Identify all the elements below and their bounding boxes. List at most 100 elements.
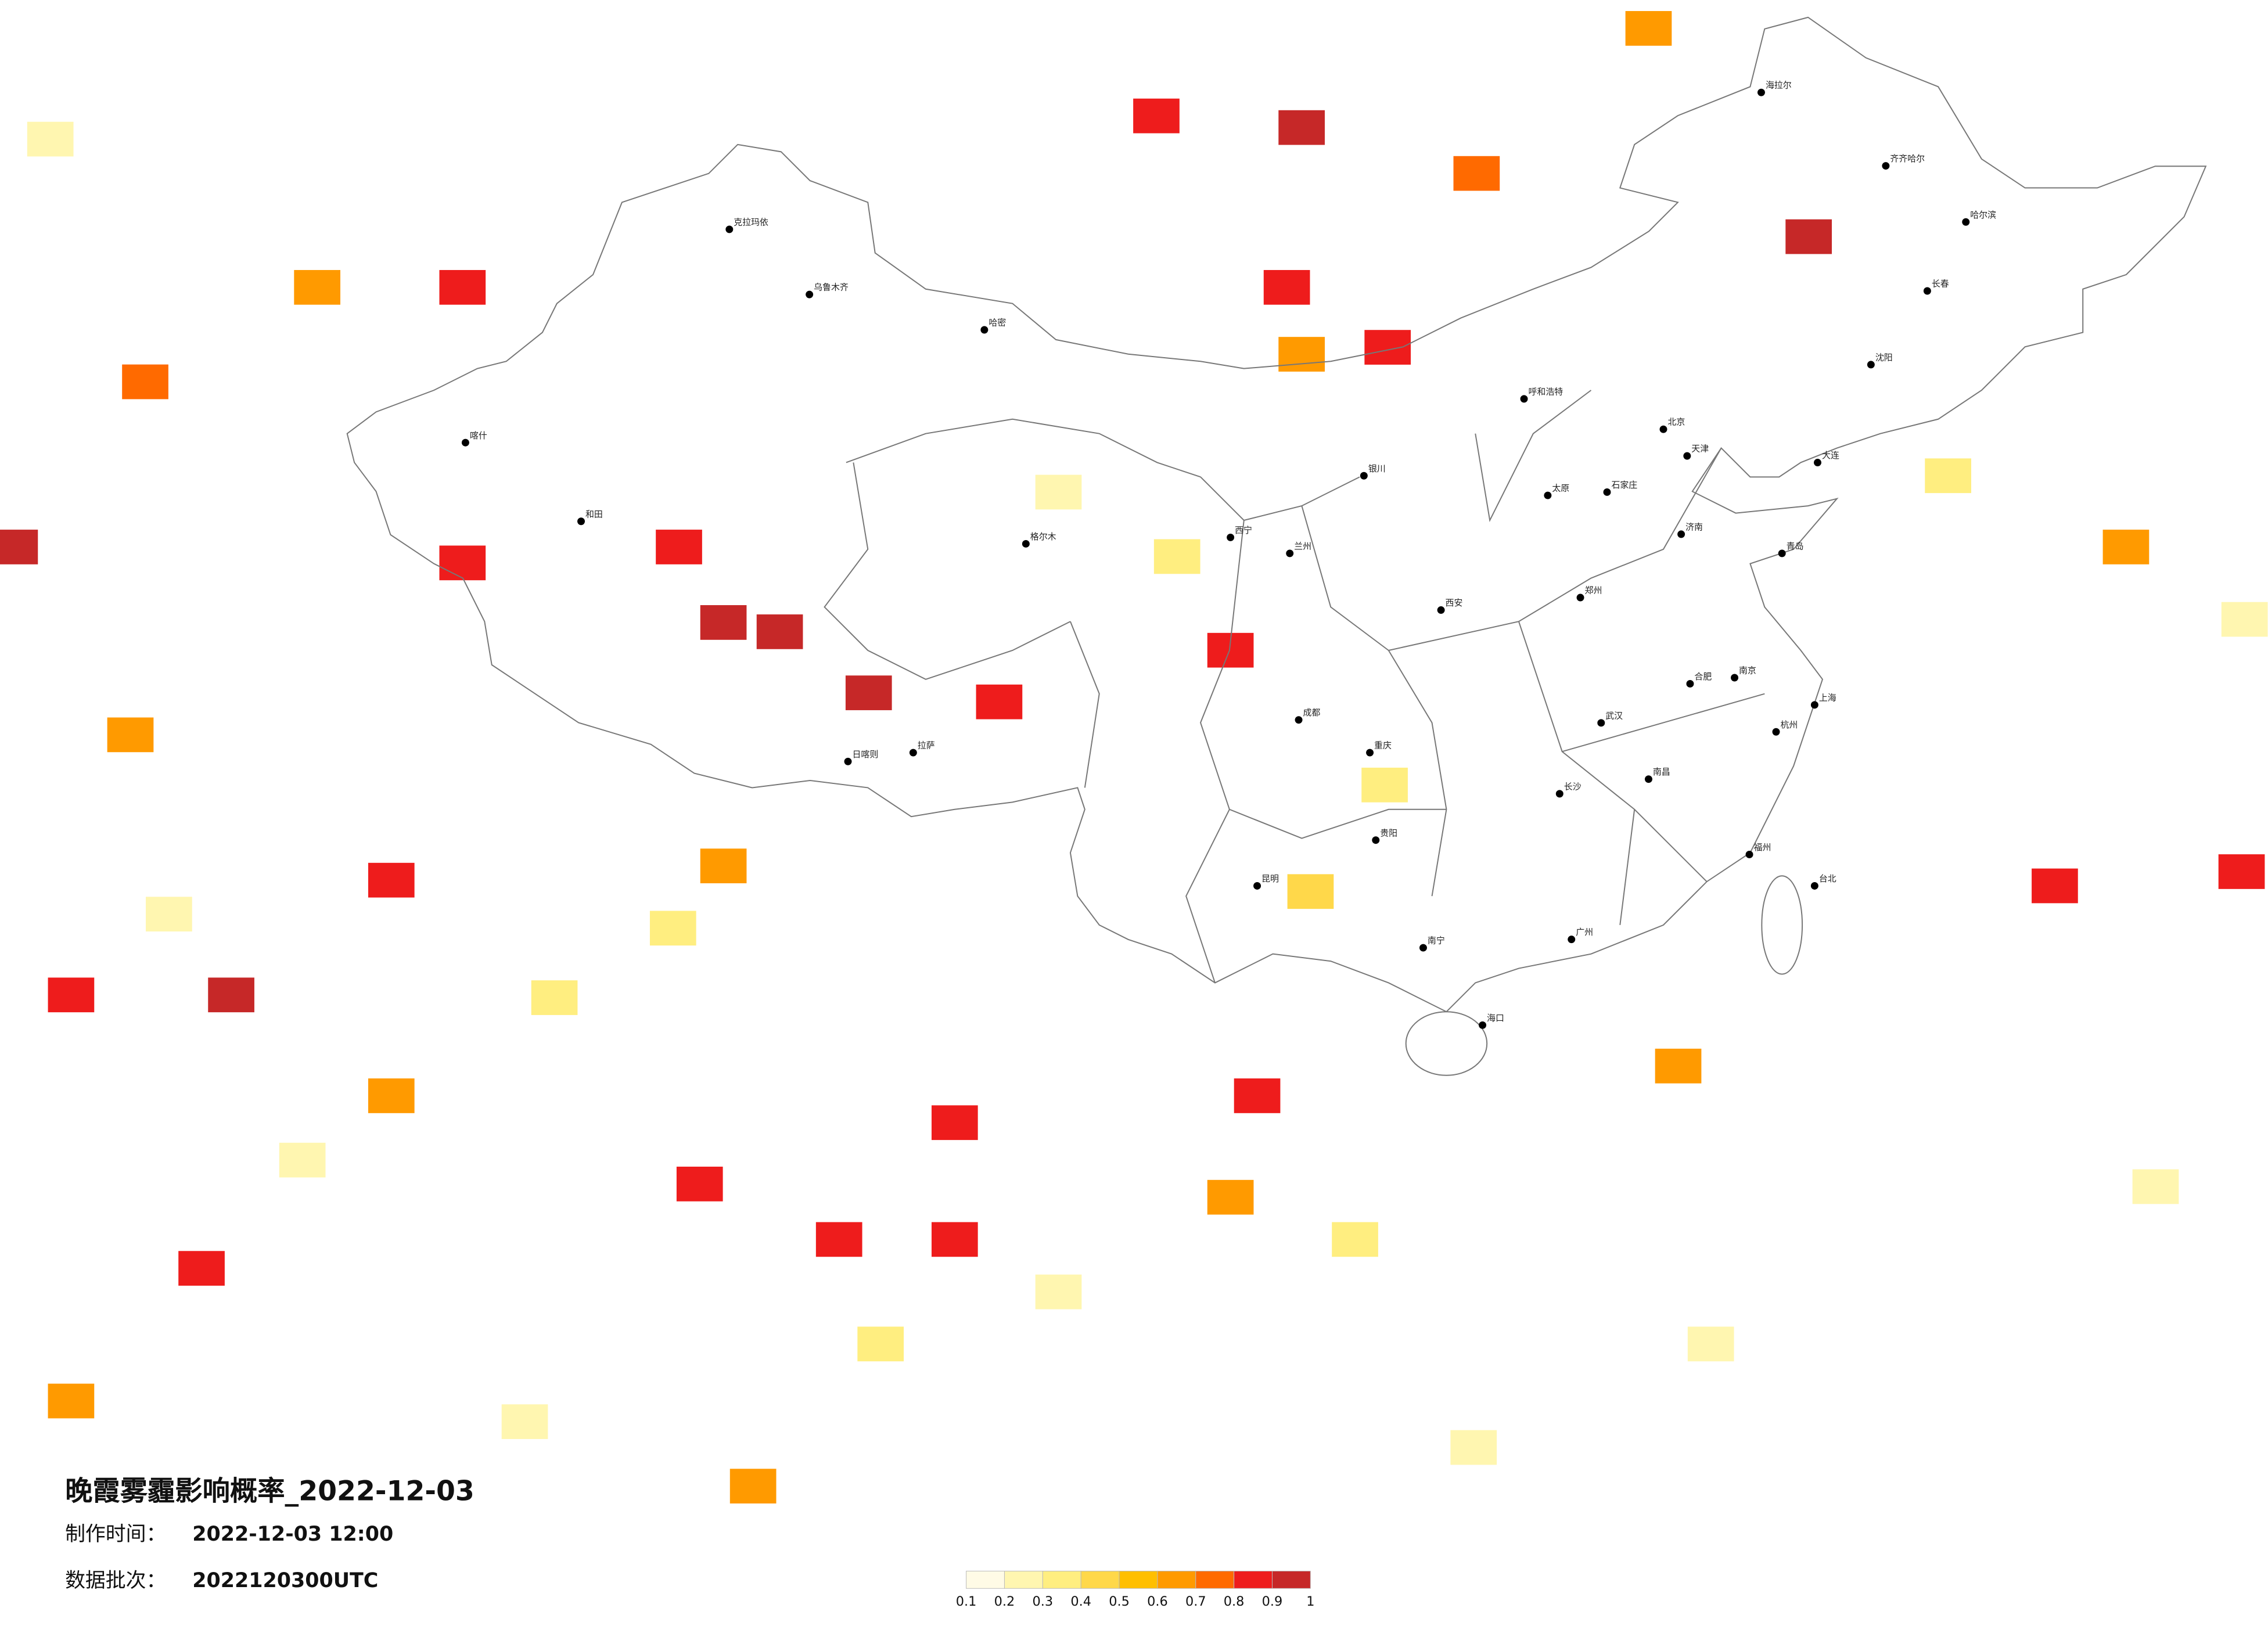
probability-cell <box>122 364 168 400</box>
city-dot <box>1603 488 1611 496</box>
city-label: 南京 <box>1739 665 1756 676</box>
probability-cell <box>656 530 702 564</box>
probability-cell <box>1925 458 1971 494</box>
probability-cell <box>815 1222 862 1257</box>
colorbar-tick-label: 0.5 <box>1109 1594 1130 1609</box>
city-dot <box>1253 882 1261 890</box>
hainan-outline <box>1405 1011 1488 1076</box>
made-label: 制作时间： <box>65 1523 166 1546</box>
colorbar-tick-label: 0.6 <box>1147 1594 1168 1609</box>
city-dot <box>1772 728 1780 736</box>
probability-cell <box>208 977 254 1013</box>
borders <box>346 16 2207 1076</box>
probability-cell <box>48 977 95 1013</box>
city-label: 福州 <box>1754 842 1771 852</box>
probability-cell <box>756 614 803 649</box>
city-label: 日喀则 <box>852 749 878 760</box>
city-dot <box>1372 836 1380 844</box>
city-dot <box>577 517 585 526</box>
probability-cell <box>1207 1179 1254 1215</box>
city-label: 海拉尔 <box>1766 80 1792 91</box>
city-dot <box>1778 549 1786 557</box>
taiwan-outline <box>1761 875 1803 975</box>
city-label: 齐齐哈尔 <box>1890 153 1925 164</box>
probability-cell <box>1278 110 1325 145</box>
probability-cell <box>1625 11 1672 46</box>
city-label: 长春 <box>1932 279 1949 289</box>
city-label: 长沙 <box>1564 781 1582 792</box>
probability-cell <box>1263 269 1310 305</box>
colorbar-tick-label: 1 <box>1306 1594 1314 1609</box>
heat-layer <box>0 11 2268 1504</box>
probability-cell <box>649 911 696 946</box>
probability-cell <box>178 1251 225 1286</box>
city-label: 贵阳 <box>1380 828 1397 838</box>
city-dot <box>1479 1021 1487 1029</box>
city-dot <box>1923 287 1931 295</box>
city-dot <box>1295 716 1303 724</box>
probability-cell <box>2032 868 2078 904</box>
city-dot <box>806 290 814 298</box>
city-dot <box>1882 162 1890 170</box>
probability-cell <box>368 1078 415 1113</box>
city-dot <box>1597 719 1605 727</box>
colorbar-swatch <box>1271 1570 1311 1589</box>
city-label: 杭州 <box>1780 720 1798 730</box>
colorbar-tick-label: 0.2 <box>994 1594 1015 1609</box>
cities: 北京上海广州乌鲁木齐拉萨哈尔滨长春沈阳呼和浩特银川兰州西宁成都重庆昆明贵阳南宁海… <box>461 80 1996 1029</box>
probability-cell <box>931 1222 978 1257</box>
city-label: 太原 <box>1552 483 1569 494</box>
city-dot <box>1644 775 1652 783</box>
city-label: 格尔木 <box>1030 531 1056 542</box>
city-dot <box>1520 395 1528 403</box>
probability-cell <box>2132 1169 2179 1204</box>
city-label: 海口 <box>1487 1013 1504 1023</box>
city-label: 大连 <box>1822 450 1839 461</box>
colorbar-swatch <box>1119 1570 1158 1589</box>
city-dot <box>1962 218 1970 226</box>
probability-cell <box>976 684 1023 720</box>
probability-cell <box>1035 1274 1082 1310</box>
probability-cell <box>1153 539 1201 574</box>
probability-cell <box>1453 156 1500 191</box>
city-dot <box>1745 850 1753 858</box>
probability-cell <box>0 530 38 564</box>
city-label: 广州 <box>1576 927 1593 937</box>
probability-cell <box>700 848 747 884</box>
city-label: 石家庄 <box>1611 480 1637 490</box>
city-dot <box>1810 701 1818 709</box>
probability-cell <box>439 269 486 305</box>
probability-cell <box>439 545 486 581</box>
colorbar-swatch <box>1042 1570 1081 1589</box>
city-label: 济南 <box>1685 521 1703 532</box>
city-label: 重庆 <box>1374 740 1392 751</box>
city-dot <box>1286 549 1294 557</box>
probability-cell <box>2102 530 2150 564</box>
city-label: 北京 <box>1667 417 1685 427</box>
probability-cell <box>501 1404 548 1440</box>
city-label: 台北 <box>1819 873 1836 884</box>
city-label: 哈尔滨 <box>1970 210 1996 220</box>
probability-cell <box>1687 1326 1734 1362</box>
city-label: 西安 <box>1446 598 1463 608</box>
probability-cell <box>700 605 747 640</box>
colorbar-swatch <box>1080 1570 1120 1589</box>
city-label: 天津 <box>1691 444 1709 454</box>
probability-cell <box>368 862 415 898</box>
probability-cell <box>1332 1222 1378 1257</box>
city-dot <box>1544 491 1552 499</box>
colorbar-tick-label: 0.8 <box>1224 1594 1245 1609</box>
batch-value: 2022120300UTC <box>192 1569 378 1592</box>
colorbar-tick-label: 0.1 <box>956 1594 977 1609</box>
probability-cell <box>1287 874 1334 909</box>
city-dot <box>1810 882 1818 890</box>
colorbar-tick-label: 0.3 <box>1033 1594 1054 1609</box>
china-outline <box>346 16 2207 1013</box>
city-dot <box>1659 425 1667 433</box>
city-dot <box>1814 459 1821 467</box>
probability-cell <box>531 980 578 1015</box>
city-label: 乌鲁木齐 <box>814 282 849 293</box>
probability-cell <box>146 897 192 932</box>
colorbar-swatch <box>1234 1570 1273 1589</box>
